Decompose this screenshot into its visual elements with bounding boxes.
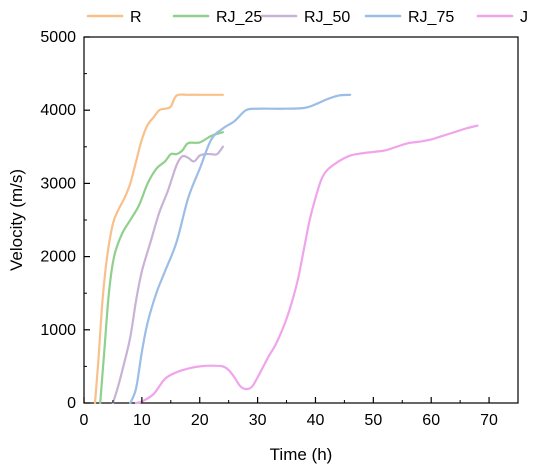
plot-frame: [83, 36, 519, 404]
y-tick-label: 5000: [40, 29, 76, 46]
y-axis-ticks: 0 1000 2000 3000 4000 5000: [40, 29, 90, 412]
series-line-rj-25: [99, 131, 224, 405]
series-line-rj-75: [129, 93, 352, 405]
legend-label: R: [130, 9, 142, 26]
series-line-j: [134, 124, 479, 405]
y-tick-label: 2000: [40, 249, 76, 266]
legend-label: RJ_75: [408, 9, 454, 26]
x-tick-label: 10: [133, 412, 151, 429]
x-tick-label: 20: [191, 412, 209, 429]
y-tick-label: 3000: [40, 175, 76, 192]
x-tick-label: 60: [422, 412, 440, 429]
x-tick-label: 40: [307, 412, 325, 429]
legend-item-rj-75: RJ_75: [364, 9, 454, 26]
legend-item-rj-50: RJ_50: [260, 9, 350, 26]
series-line-r: [93, 93, 224, 405]
x-axis-title: Time (h): [270, 445, 333, 464]
legend-item-rj-25: RJ_25: [172, 9, 262, 26]
x-tick-label: 0: [80, 412, 89, 429]
legend-label: RJ_50: [304, 9, 350, 26]
x-axis-ticks: 0 10 20 30 40 50 60 70: [80, 397, 498, 429]
y-axis-title: Velocity (m/s): [7, 169, 26, 271]
x-tick-label: 50: [364, 412, 382, 429]
x-tick-label: 70: [480, 412, 498, 429]
legend-item-r: R: [86, 9, 142, 26]
y-tick-label: 0: [67, 395, 76, 412]
y-tick-label: 1000: [40, 322, 76, 339]
y-tick-label: 4000: [40, 102, 76, 119]
x-tick-label: 30: [249, 412, 267, 429]
legend-item-j: J: [476, 9, 528, 26]
legend-label: RJ_25: [216, 9, 262, 26]
legend-label: J: [520, 9, 528, 26]
series-layer: [93, 93, 479, 405]
legend: R RJ_25 RJ_50 RJ_75 J: [86, 9, 528, 26]
